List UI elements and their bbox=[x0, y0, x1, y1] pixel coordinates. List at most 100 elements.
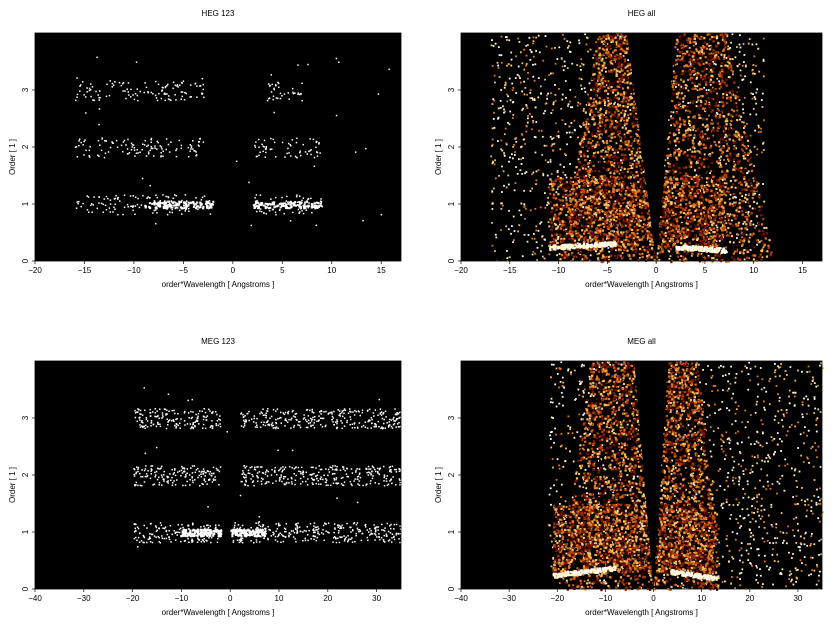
heatmap-pixel bbox=[622, 95, 625, 99]
heatmap-pixel bbox=[626, 144, 629, 147]
heatmap-pixel bbox=[305, 209, 308, 211]
heatmap-pixel bbox=[609, 139, 612, 142]
heatmap-pixel bbox=[303, 207, 306, 210]
heatmap-pixel bbox=[537, 77, 540, 79]
heatmap-pixel bbox=[743, 96, 746, 99]
heatmap-pixel bbox=[156, 99, 159, 102]
heatmap-pixel bbox=[721, 236, 724, 239]
heatmap-pixel bbox=[720, 75, 723, 78]
heatmap-pixel bbox=[693, 51, 696, 54]
heatmap-pixel bbox=[662, 238, 665, 241]
heatmap-pixel bbox=[730, 114, 733, 117]
heatmap-pixel bbox=[710, 229, 713, 231]
heatmap-pixel bbox=[171, 208, 173, 211]
heatmap-pixel bbox=[721, 170, 724, 173]
heatmap-pixel bbox=[275, 97, 278, 99]
heatmap-pixel bbox=[703, 74, 706, 78]
heatmap-pixel bbox=[148, 152, 150, 155]
heatmap-pixel bbox=[316, 207, 319, 209]
heatmap-pixel bbox=[744, 75, 746, 78]
heatmap-pixel bbox=[281, 95, 283, 97]
heatmap-pixel bbox=[710, 144, 713, 147]
heatmap-pixel bbox=[710, 195, 713, 198]
heatmap-pixel bbox=[745, 256, 749, 259]
heatmap-pixel bbox=[193, 150, 195, 152]
heatmap-pixel bbox=[623, 174, 626, 177]
heatmap-pixel bbox=[747, 42, 750, 45]
heatmap-pixel bbox=[546, 97, 548, 100]
heatmap-pixel bbox=[607, 255, 610, 258]
heatmap-pixel bbox=[721, 138, 724, 141]
heatmap-pixel bbox=[670, 117, 673, 120]
heatmap-pixel bbox=[758, 229, 761, 232]
heatmap-pixel bbox=[679, 38, 682, 41]
heatmap-pixel bbox=[675, 165, 678, 168]
heatmap-pixel bbox=[618, 85, 621, 88]
heatmap-pixel bbox=[624, 127, 627, 130]
heatmap-pixel bbox=[672, 154, 675, 157]
heatmap-pixel bbox=[728, 91, 731, 94]
heatmap-pixel bbox=[199, 204, 202, 207]
heatmap-pixel bbox=[606, 128, 610, 131]
heatmap-pixel bbox=[594, 122, 597, 125]
heatmap-pixel bbox=[612, 119, 615, 122]
heatmap-pixel bbox=[607, 146, 610, 150]
heatmap-pixel bbox=[703, 158, 706, 161]
heatmap-pixel bbox=[700, 164, 703, 167]
heatmap-pixel bbox=[709, 59, 713, 62]
heatmap-pixel bbox=[744, 180, 747, 184]
heatmap-pixel bbox=[85, 112, 87, 114]
heatmap-pixel bbox=[615, 142, 618, 145]
heatmap-pixel bbox=[674, 170, 677, 173]
heatmap-pixel bbox=[595, 107, 597, 110]
y-tick-label: 3 bbox=[21, 87, 30, 92]
heatmap-pixel bbox=[757, 124, 760, 127]
heatmap-pixel bbox=[632, 147, 635, 150]
heatmap-pixel bbox=[681, 56, 685, 59]
heatmap-pixel bbox=[511, 260, 514, 263]
heatmap-pixel bbox=[691, 87, 694, 90]
heatmap-pixel bbox=[598, 90, 601, 93]
heatmap-pixel bbox=[583, 155, 586, 158]
heatmap-pixel bbox=[613, 106, 616, 109]
heatmap-pixel bbox=[198, 141, 200, 143]
heatmap-pixel bbox=[569, 41, 572, 44]
heatmap-pixel bbox=[581, 189, 584, 192]
heatmap-pixel bbox=[688, 230, 691, 233]
heatmap-pixel bbox=[769, 256, 772, 259]
heatmap-pixel bbox=[150, 91, 153, 94]
heatmap-pixel bbox=[762, 37, 765, 40]
heatmap-pixel bbox=[597, 38, 600, 41]
heatmap-pixel bbox=[172, 197, 175, 199]
heatmap-pixel bbox=[703, 165, 706, 168]
heatmap-pixel bbox=[684, 177, 687, 180]
heatmap-pixel bbox=[511, 225, 513, 227]
heatmap-pixel bbox=[676, 38, 679, 41]
heatmap-pixel bbox=[609, 55, 612, 58]
heatmap-pixel bbox=[517, 65, 520, 68]
heatmap-pixel bbox=[708, 76, 711, 79]
heatmap-pixel bbox=[572, 181, 574, 183]
heatmap-pixel bbox=[609, 157, 612, 160]
heatmap-pixel bbox=[719, 85, 722, 88]
heatmap-pixel bbox=[736, 135, 739, 138]
heatmap-pixel bbox=[624, 128, 627, 132]
heatmap-pixel bbox=[598, 47, 601, 50]
heatmap-pixel bbox=[675, 61, 678, 64]
heatmap-pixel bbox=[596, 141, 599, 143]
heatmap-pixel bbox=[661, 200, 664, 203]
heatmap-pixel bbox=[671, 99, 674, 103]
heatmap-pixel bbox=[740, 231, 743, 234]
heatmap-pixel bbox=[634, 117, 638, 120]
heatmap-pixel bbox=[209, 204, 211, 207]
heatmap-pixel bbox=[762, 149, 765, 151]
heatmap-pixel bbox=[637, 161, 640, 164]
heatmap-pixel bbox=[582, 254, 585, 257]
heatmap-pixel bbox=[632, 110, 635, 113]
heatmap-pixel bbox=[729, 222, 732, 225]
heatmap-pixel bbox=[507, 228, 510, 231]
heatmap-pixel bbox=[714, 219, 717, 222]
heatmap-pixel bbox=[631, 120, 634, 123]
heatmap-pixel bbox=[168, 151, 171, 153]
